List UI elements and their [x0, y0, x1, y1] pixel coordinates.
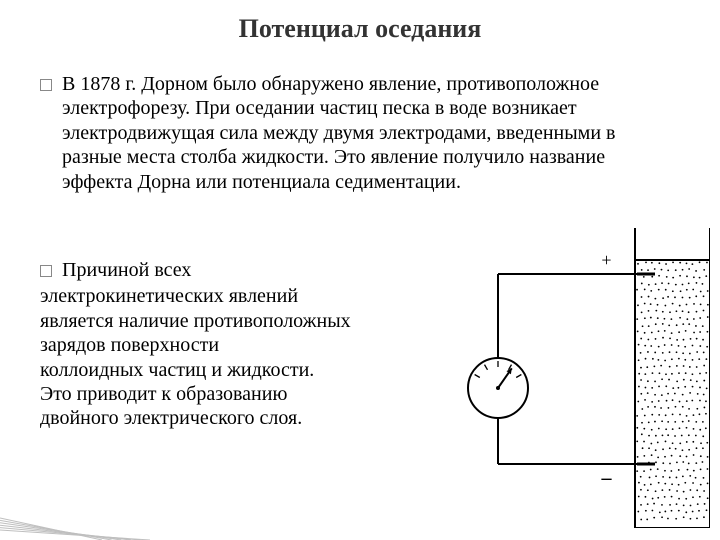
bullet-marker-icon	[40, 79, 52, 91]
slide-title: Потенциал оседания	[0, 14, 720, 44]
paragraph-2-firstline: Причиной всех	[62, 258, 420, 282]
bullet-marker-icon	[40, 265, 52, 277]
svg-text:+: +	[601, 250, 611, 270]
sedimentation-diagram: +–	[440, 228, 710, 528]
bullet-item-1: В 1878 г. Дорном было обнаружено явление…	[40, 72, 680, 194]
paragraph-1-text: В 1878 г. Дорном было обнаружено явление…	[62, 72, 680, 194]
paragraph-1: В 1878 г. Дорном было обнаружено явление…	[40, 72, 680, 194]
bullet-item-2: Причиной всех	[40, 258, 420, 282]
corner-decoration-icon	[0, 460, 150, 540]
paragraph-2-rest: электрокинетических явленийявляется нали…	[40, 284, 420, 430]
svg-text:–: –	[601, 467, 613, 489]
paragraph-2: Причиной всех электрокинетических явлени…	[40, 258, 420, 431]
